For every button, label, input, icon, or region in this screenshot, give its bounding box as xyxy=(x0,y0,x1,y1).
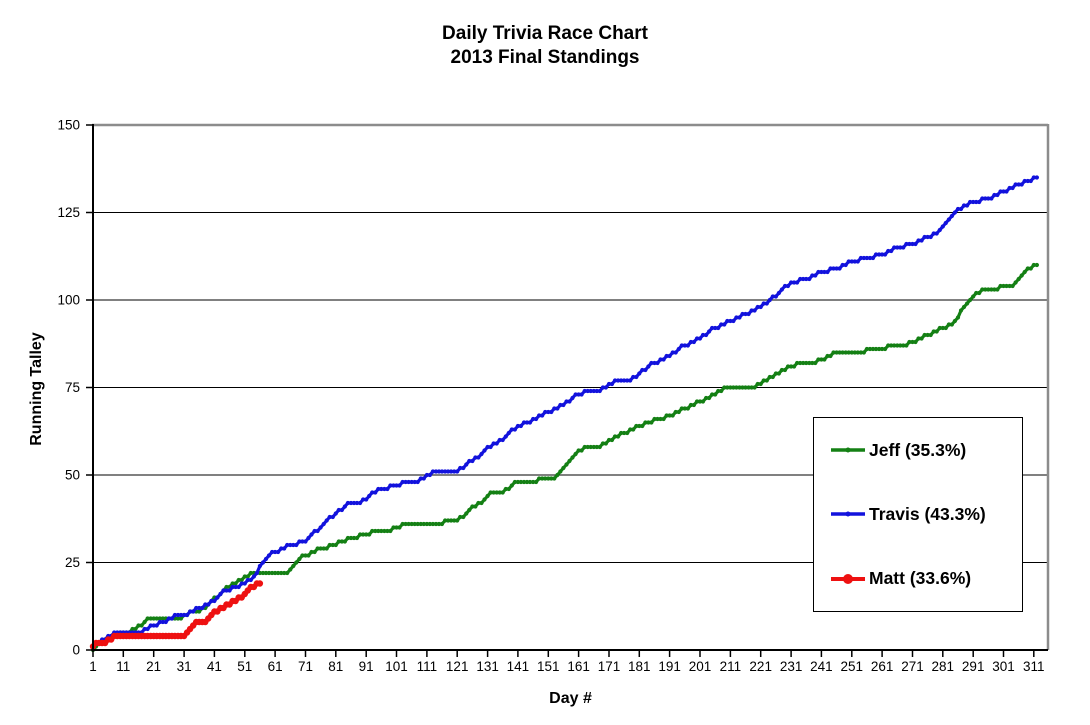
svg-text:311: 311 xyxy=(1023,659,1045,674)
legend-entry-travis[interactable]: Travis (43.3%) xyxy=(814,482,1022,546)
svg-text:261: 261 xyxy=(871,659,894,674)
svg-text:91: 91 xyxy=(359,659,374,674)
svg-text:201: 201 xyxy=(689,659,712,674)
y-axis-title: Running Talley xyxy=(28,332,45,446)
svg-text:141: 141 xyxy=(507,659,530,674)
svg-text:1: 1 xyxy=(89,659,97,674)
svg-text:231: 231 xyxy=(780,659,803,674)
svg-text:181: 181 xyxy=(628,659,651,674)
svg-text:121: 121 xyxy=(446,659,469,674)
legend-label-travis: Travis (43.3%) xyxy=(869,503,986,524)
svg-text:31: 31 xyxy=(177,659,192,674)
svg-text:21: 21 xyxy=(146,659,161,674)
svg-text:11: 11 xyxy=(116,659,130,674)
svg-text:161: 161 xyxy=(567,659,590,674)
series-travis xyxy=(90,175,1039,649)
svg-text:100: 100 xyxy=(57,293,80,308)
y-tick-labels: 0 25 50 75 100 125 150 xyxy=(57,118,93,658)
svg-text:221: 221 xyxy=(749,659,772,674)
svg-text:241: 241 xyxy=(810,659,833,674)
svg-text:271: 271 xyxy=(901,659,924,674)
svg-text:301: 301 xyxy=(992,659,1015,674)
svg-text:25: 25 xyxy=(65,555,80,570)
svg-text:211: 211 xyxy=(720,659,742,674)
plot-border xyxy=(92,123,1050,650)
chart-title-line1: Daily Trivia Race Chart xyxy=(442,23,648,44)
legend-entry-matt[interactable]: Matt (33.6%) xyxy=(814,547,1022,611)
svg-text:0: 0 xyxy=(72,643,80,658)
svg-text:281: 281 xyxy=(932,659,955,674)
legend-line-sample-jeff xyxy=(831,447,865,453)
svg-text:151: 151 xyxy=(537,659,560,674)
svg-text:41: 41 xyxy=(207,659,222,674)
svg-text:125: 125 xyxy=(57,205,80,220)
series-matt xyxy=(89,580,264,650)
svg-text:251: 251 xyxy=(841,659,864,674)
svg-text:51: 51 xyxy=(237,659,252,674)
svg-text:291: 291 xyxy=(962,659,985,674)
svg-text:101: 101 xyxy=(385,659,408,674)
legend-label-jeff: Jeff (35.3%) xyxy=(869,439,967,460)
x-tick-labels: 1 11 21 31 41 51 61 71 81 91 101 111 121 131 141 151 161… xyxy=(89,650,1045,674)
x-axis-title: Day # xyxy=(549,690,592,707)
svg-text:150: 150 xyxy=(57,118,80,133)
svg-text:191: 191 xyxy=(658,659,681,674)
svg-text:71: 71 xyxy=(298,659,313,674)
svg-text:75: 75 xyxy=(65,380,80,395)
legend-line-sample-travis xyxy=(831,511,865,517)
legend-box: Jeff (35.3%) Travis (43.3%) Matt (33.6%) xyxy=(813,417,1023,612)
svg-text:81: 81 xyxy=(328,659,343,674)
svg-text:50: 50 xyxy=(65,468,80,483)
legend-entry-jeff[interactable]: Jeff (35.3%) xyxy=(814,418,1022,482)
svg-text:171: 171 xyxy=(598,659,621,674)
svg-text:111: 111 xyxy=(417,659,438,674)
chart-title: Daily Trivia Race Chart 2013 Final Stand… xyxy=(0,22,1090,70)
chart-title-line2: 2013 Final Standings xyxy=(450,47,640,68)
legend-line-sample-matt xyxy=(831,573,865,584)
svg-text:61: 61 xyxy=(268,659,283,674)
legend-label-matt: Matt (33.6%) xyxy=(869,568,972,589)
svg-text:131: 131 xyxy=(476,659,499,674)
